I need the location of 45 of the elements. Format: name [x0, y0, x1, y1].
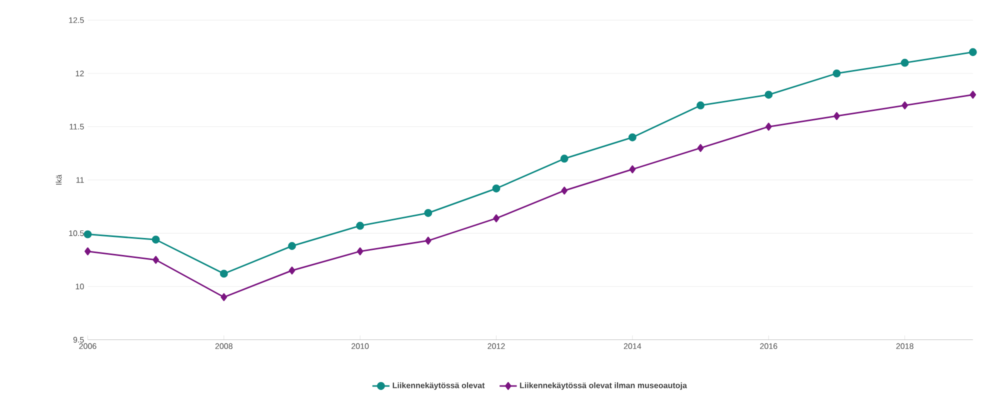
- point: [968, 48, 977, 56]
- legend-label: Liikennekäytössä olevat: [392, 382, 485, 390]
- x-tick-label: 2010: [352, 343, 369, 349]
- y-tick-label: 10: [76, 284, 84, 290]
- legend-label: Liikennekäytössä olevat ilman museoautoja: [520, 382, 688, 390]
- point: [629, 165, 636, 174]
- y-tick-label: 9.5: [73, 336, 84, 342]
- y-tick-label: 11: [76, 177, 84, 183]
- point: [902, 101, 908, 110]
- x-tick-label: 2008: [215, 343, 232, 349]
- point: [84, 230, 92, 238]
- point: [697, 144, 704, 152]
- point: [764, 90, 773, 99]
- point: [425, 236, 432, 245]
- point: [424, 208, 432, 217]
- x-tick-label: 2006: [79, 343, 96, 349]
- y-tick-label: 11.5: [70, 124, 84, 130]
- point: [696, 101, 705, 110]
- point: [220, 270, 228, 278]
- point: [356, 222, 364, 230]
- point: [970, 90, 976, 99]
- point: [561, 186, 568, 194]
- x-tick-label: 2016: [760, 343, 778, 349]
- point: [152, 256, 159, 264]
- y-tick-label: 10.5: [69, 230, 84, 236]
- point: [356, 247, 364, 256]
- point: [288, 242, 296, 250]
- point: [493, 214, 500, 222]
- point: [832, 69, 841, 78]
- point: [84, 247, 91, 256]
- point: [152, 236, 160, 244]
- point: [834, 112, 840, 120]
- x-tick-label: 2014: [624, 343, 642, 349]
- point: [900, 58, 909, 67]
- point: [492, 184, 500, 192]
- y-tick-label: 12: [76, 70, 84, 76]
- y-axis-title: Ikä: [56, 174, 62, 184]
- point: [628, 133, 636, 142]
- point: [220, 293, 228, 301]
- point: [288, 266, 296, 274]
- point: [560, 154, 568, 162]
- point: [765, 122, 772, 131]
- x-tick-label: 2012: [488, 343, 505, 349]
- x-tick-label: 2018: [896, 343, 914, 349]
- y-tick-label: 12.5: [69, 17, 84, 23]
